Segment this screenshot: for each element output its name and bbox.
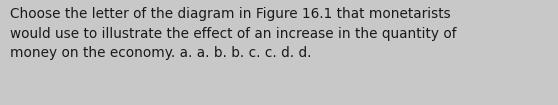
Text: Choose the letter of the diagram in Figure 16.1 that monetarists
would use to il: Choose the letter of the diagram in Figu…	[10, 7, 456, 60]
